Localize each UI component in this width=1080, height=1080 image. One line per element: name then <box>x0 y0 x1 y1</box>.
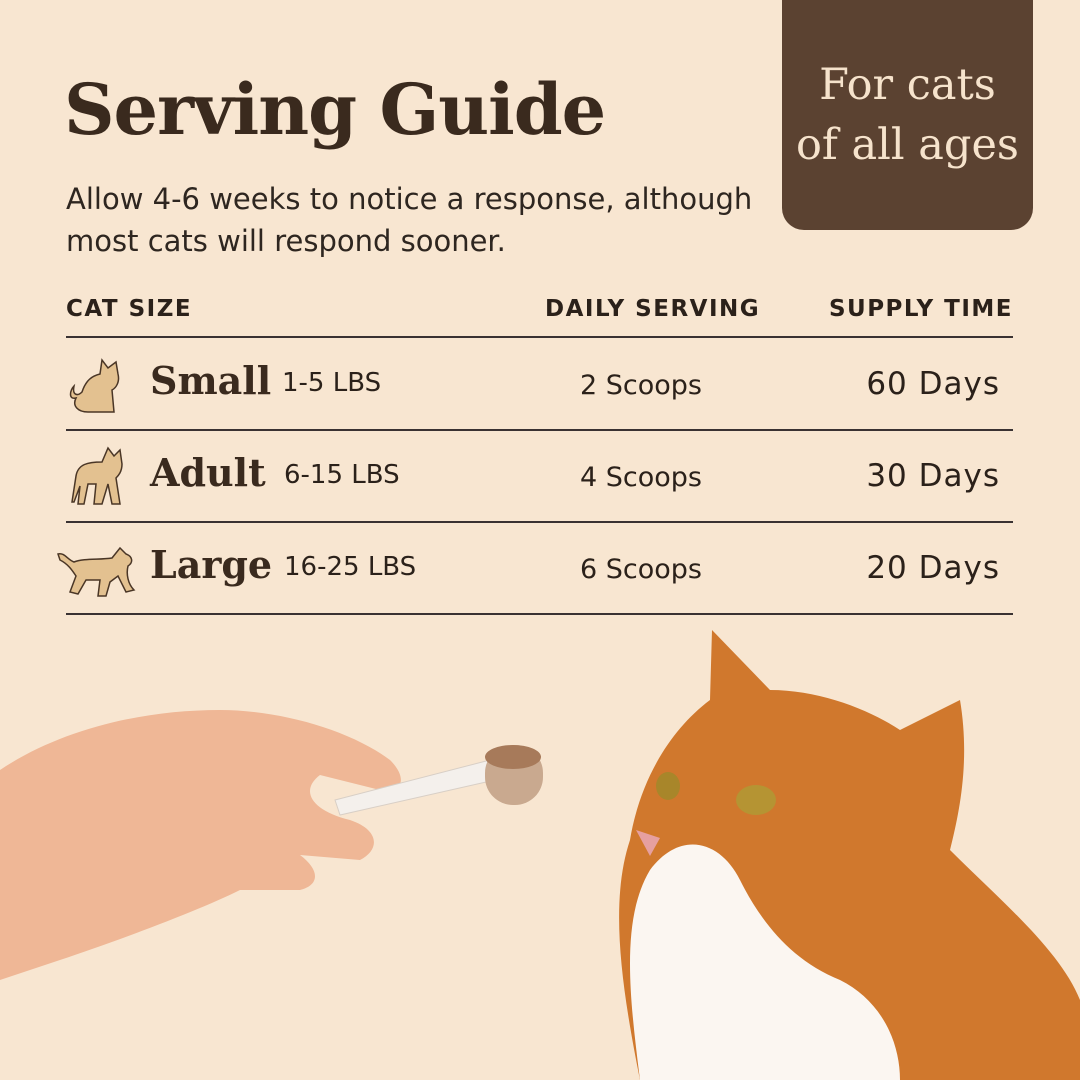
hand-illustration <box>0 710 401 980</box>
walking-cat-icon <box>57 546 136 597</box>
cat-illustration <box>619 630 1080 1080</box>
size-label: Adult <box>150 450 266 495</box>
table-row: Small 1-5 LBS 2 Scoops 60 Days <box>0 338 1080 430</box>
badge-line-2: of all ages <box>796 120 1019 170</box>
hand-scoop-cat-photo <box>0 630 1080 1080</box>
page-title: Serving Guide <box>64 68 606 151</box>
scoop-illustration <box>334 745 543 816</box>
header-daily-serving: DAILY SERVING <box>545 296 761 322</box>
daily-serving: 2 Scoops <box>580 370 702 401</box>
supply-time: 20 Days <box>866 550 1000 586</box>
table-row: Large 16-25 LBS 6 Scoops 20 Days <box>0 522 1080 614</box>
size-label: Large <box>150 542 273 587</box>
header-cat-size: CAT SIZE <box>66 296 193 322</box>
weight-range: 6-15 LBS <box>284 460 400 490</box>
daily-serving: 6 Scoops <box>580 554 702 585</box>
table-row: Adult 6-15 LBS 4 Scoops 30 Days <box>0 430 1080 522</box>
divider <box>66 521 1013 523</box>
weight-range: 16-25 LBS <box>284 552 417 582</box>
weight-range: 1-5 LBS <box>282 368 382 398</box>
header-supply-time: SUPPLY TIME <box>828 296 1013 322</box>
badge-line-1: For cats <box>819 60 996 110</box>
subtitle: Allow 4-6 weeks to notice a response, al… <box>66 182 753 258</box>
daily-serving: 4 Scoops <box>580 462 702 493</box>
supply-time: 30 Days <box>866 458 1000 494</box>
divider <box>66 613 1013 615</box>
divider <box>66 429 1013 431</box>
sitting-cat-icon <box>69 358 120 413</box>
size-label: Small <box>150 358 272 403</box>
supply-time: 60 Days <box>866 366 1000 402</box>
standing-cat-icon <box>71 446 123 505</box>
age-badge: For cats of all ages <box>782 0 1033 230</box>
divider <box>66 336 1013 338</box>
